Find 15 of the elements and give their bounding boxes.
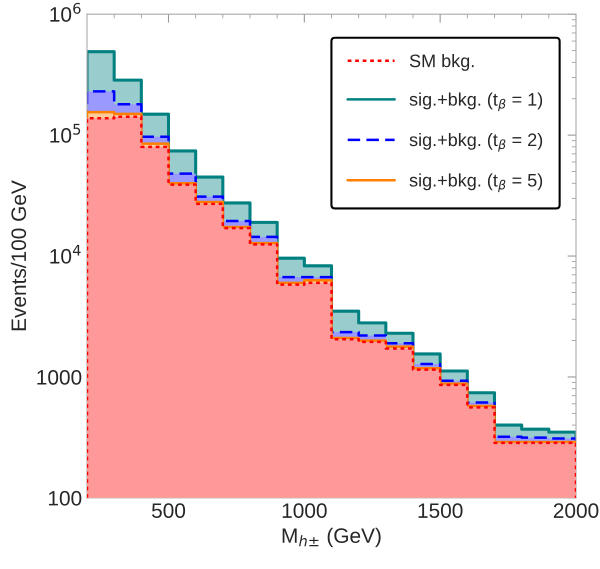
legend-label: SM bkg. [410,54,474,71]
y-tick-label: 10$^{4}$ [50,244,81,264]
y-tick-label: 10$^{5}$ [50,124,80,143]
x-tick-label: 1500 [418,503,463,518]
y-tick-label: 100 [48,490,82,506]
legend-label: sig.+bkg. (t$_{β}$ = 5) [410,173,542,192]
legend-label: sig.+bkg. (t$_{β}$ = 2) [410,132,542,152]
y-tick-label: 10$^{6}$ [50,2,81,22]
x-axis-title: M$_{h±}$ (GeV) [282,528,381,548]
x-tick-label: 2000 [554,503,598,518]
x-tick-label: 500 [152,503,186,518]
x-tick-label: 1000 [282,503,327,518]
y-axis-title: Events/100 GeV [10,180,26,330]
y-tick-label: 1000 [37,370,82,385]
legend-label: sig.+bkg. (t$_{β}$ = 1) [410,92,542,112]
